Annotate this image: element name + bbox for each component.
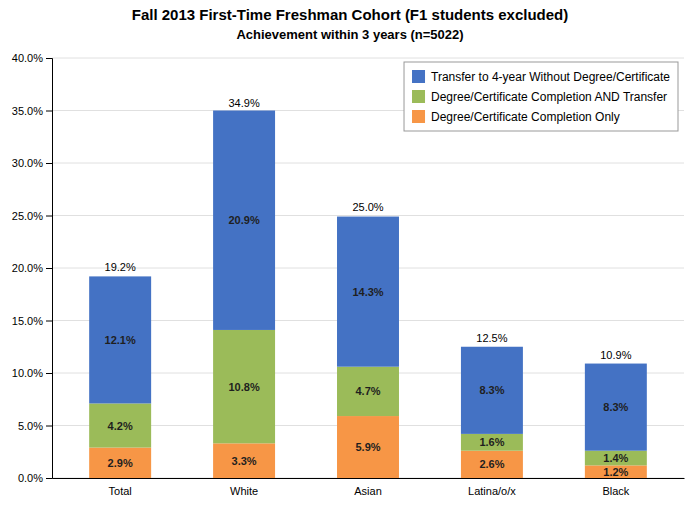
bar <box>89 448 151 478</box>
legend-item: Degree/Certificate Completion Only <box>412 110 620 124</box>
x-tick-label: Asian <box>354 485 382 497</box>
legend-swatch <box>412 70 425 83</box>
data-label: 4.7% <box>355 385 380 397</box>
x-tick: Black <box>602 485 629 497</box>
y-tick: 25.0% <box>12 210 52 222</box>
data-label: 4.2% <box>108 420 133 432</box>
data-label: 8.3% <box>479 384 504 396</box>
legend-item: Transfer to 4-year Without Degree/Certif… <box>412 70 670 84</box>
bars <box>89 111 647 479</box>
data-labels: 2.9% 3.3% 5.9% 2.6% 1.2% 4.2% 10.8% 4.7% 1.6% 1.4… <box>105 214 629 477</box>
data-label: 5.9% <box>355 441 380 453</box>
data-label: 3.3% <box>232 455 257 467</box>
legend-item: Degree/Certificate Completion AND Transf… <box>412 90 667 104</box>
y-tick-label: 30.0% <box>12 157 43 169</box>
y-tick-mark <box>46 111 52 112</box>
x-tick: Asian <box>354 485 382 497</box>
y-axis-line <box>46 59 53 479</box>
x-tick-label: Latina/o/x <box>468 485 516 497</box>
total-label: 12.5% <box>476 332 507 344</box>
bar <box>585 451 647 466</box>
y-tick: 5.0% <box>18 420 52 432</box>
y-tick-mark <box>46 373 52 374</box>
y-tick: 15.0% <box>12 315 52 327</box>
grid-line <box>52 58 684 59</box>
bar <box>89 403 151 447</box>
bar <box>89 276 151 403</box>
data-label: 14.3% <box>352 286 383 298</box>
y-tick-label: 20.0% <box>12 262 43 274</box>
x-tick: Latina/o/x <box>468 485 516 497</box>
x-tick: White <box>230 485 258 497</box>
y-tick-label: 5.0% <box>18 420 43 432</box>
x-axis: Total White Asian Latina/o/x Black <box>53 479 685 497</box>
y-axis: 0.0% 5.0% 10.0% 15.0% 20.0% 25.0% 30.0% 35.0% 40… <box>12 52 53 484</box>
y-tick-label: 40.0% <box>12 52 43 64</box>
bar <box>461 451 523 478</box>
y-tick-mark <box>46 268 52 269</box>
total-label: 10.9% <box>600 349 631 361</box>
x-tick-label: White <box>230 485 258 497</box>
plot: 2.9% 3.3% 5.9% 2.6% 1.2% 4.2% 10.8% 4.7% 1.6% 1.4… <box>12 52 685 497</box>
y-tick-mark <box>46 426 52 427</box>
data-label: 8.3% <box>603 401 628 413</box>
data-label: 10.8% <box>228 381 259 393</box>
legend-label: Degree/Certificate Completion Only <box>431 110 620 124</box>
bar <box>585 364 647 451</box>
data-label: 2.9% <box>108 457 133 469</box>
y-tick-label: 15.0% <box>12 315 43 327</box>
y-tick: 30.0% <box>12 157 52 169</box>
legend-swatch <box>412 90 425 103</box>
bar <box>337 217 399 367</box>
bar <box>337 416 399 478</box>
y-tick-mark <box>46 163 52 164</box>
chart: Fall 2013 First-Time Freshman Cohort (F1… <box>0 0 700 508</box>
y-tick: 20.0% <box>12 262 52 274</box>
y-tick-mark <box>46 58 52 59</box>
bar <box>213 111 275 330</box>
y-tick-label: 0.0% <box>18 472 43 484</box>
bar <box>461 434 523 451</box>
total-label: 19.2% <box>105 261 136 273</box>
y-tick-label: 25.0% <box>12 210 43 222</box>
grid <box>52 58 684 478</box>
title-group: Fall 2013 First-Time Freshman Cohort (F1… <box>132 6 569 42</box>
x-tick-label: Black <box>602 485 629 497</box>
data-label: 20.9% <box>228 214 259 226</box>
x-tick: Total <box>109 485 132 497</box>
y-tick: 35.0% <box>12 105 52 117</box>
data-label: 12.1% <box>105 334 136 346</box>
data-label: 2.6% <box>479 458 504 470</box>
data-label: 1.4% <box>603 452 628 464</box>
legend: Transfer to 4-year Without Degree/Certif… <box>404 62 678 131</box>
total-label: 25.0% <box>352 201 383 213</box>
bar <box>337 367 399 416</box>
y-tick-label: 10.0% <box>12 367 43 379</box>
bar <box>461 347 523 434</box>
subtitle: Achievement within 3 years (n=5022) <box>236 27 463 42</box>
legend-label: Transfer to 4-year Without Degree/Certif… <box>431 70 670 84</box>
total-labels: 19.2% 34.9% 25.0% 12.5% 10.9% <box>105 97 632 361</box>
title: Fall 2013 First-Time Freshman Cohort (F1… <box>132 6 569 23</box>
total-label: 34.9% <box>228 97 259 109</box>
y-tick-mark <box>46 216 52 217</box>
y-tick: 10.0% <box>12 367 52 379</box>
bar <box>585 465 647 478</box>
grid-line <box>52 163 684 164</box>
bar <box>213 443 275 478</box>
y-tick: 0.0% <box>18 472 52 484</box>
data-label: 1.2% <box>603 466 628 478</box>
bar <box>213 330 275 443</box>
x-tick-label: Total <box>109 485 132 497</box>
legend-box <box>404 62 678 131</box>
y-tick-mark <box>46 321 52 322</box>
x-axis-line <box>53 478 685 479</box>
data-label: 1.6% <box>479 436 504 448</box>
y-tick-mark <box>46 478 52 479</box>
legend-swatch <box>412 110 425 123</box>
y-tick: 40.0% <box>12 52 52 64</box>
y-tick-label: 35.0% <box>12 105 43 117</box>
grid-line <box>52 215 684 216</box>
legend-label: Degree/Certificate Completion AND Transf… <box>431 90 667 104</box>
